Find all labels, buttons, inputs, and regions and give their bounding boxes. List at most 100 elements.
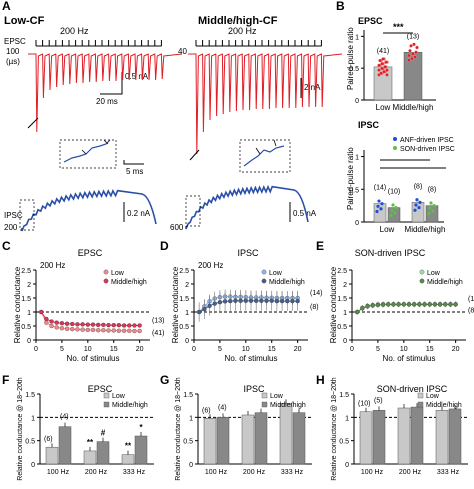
epsc-stim-high-val: 40 <box>178 47 187 56</box>
bar-rect <box>448 408 462 465</box>
bar-significance: ** <box>87 438 94 447</box>
epsc-stim-low-unit: (µs) <box>6 57 20 66</box>
line-point <box>96 322 101 328</box>
bar-rect <box>58 426 72 465</box>
b-epsc-point <box>414 50 418 54</box>
line-point <box>127 328 132 333</box>
b-ipsc-ylabel: Paired-pulse ratio <box>346 147 355 210</box>
line-legend-marker <box>103 278 109 284</box>
bar-x-tick-label: 100 Hz <box>205 469 228 476</box>
b-epsc-point <box>379 71 383 75</box>
line-point <box>417 302 422 307</box>
line-point <box>111 323 116 328</box>
line-point <box>59 326 65 331</box>
b-ipsc-point <box>418 200 422 204</box>
line-y-tick-label: 0 <box>185 338 189 345</box>
b-ipsc-point <box>393 211 397 215</box>
b-epsc-significance: *** <box>393 22 404 32</box>
bar-y-tick-label: 1.5 <box>183 392 193 399</box>
line-series-n: (8) <box>468 307 474 314</box>
line-point <box>80 322 85 327</box>
b-epsc-n: (41) <box>377 48 389 55</box>
epsc-trace-low <box>28 53 183 133</box>
bar-rect <box>410 406 424 465</box>
panel-label-e: E <box>316 239 324 253</box>
line-point <box>85 322 90 327</box>
line-series-n: (10) <box>468 296 474 303</box>
bar-significance: * <box>139 423 143 432</box>
line-point <box>132 328 137 334</box>
line-x-tick-label: 5 <box>376 346 380 353</box>
line-legend-marker <box>261 278 267 284</box>
line-point <box>380 302 386 307</box>
line-y-tick-label: 1.5 <box>179 296 189 303</box>
b-y-tick-label: 0.5 <box>349 187 359 194</box>
bar-rect <box>435 410 449 465</box>
bar-y-tick-label: 0.5 <box>25 439 35 446</box>
line-point <box>228 298 233 304</box>
bar-legend-label: Middle/high <box>270 402 306 409</box>
b-y-tick-label: 0 <box>355 98 359 105</box>
legend-son-text: SON-driven IPSC <box>400 146 455 153</box>
b-ipsc-legend: ANF-driven IPSC SON-driven IPSC <box>393 137 455 153</box>
bar-legend-label: Low <box>270 393 284 400</box>
bar-rect <box>254 412 268 465</box>
bar-x-tick-label: 333 Hz <box>281 469 304 476</box>
inset-trace-high <box>243 145 285 167</box>
line-point <box>222 299 228 304</box>
line-point <box>217 300 223 305</box>
bar-y-tick-label: 1 <box>189 415 193 422</box>
b-epsc-point <box>377 63 381 68</box>
line-point <box>243 298 248 303</box>
b-ipsc-point <box>428 206 432 210</box>
line-point <box>437 302 443 307</box>
line-point <box>127 323 132 328</box>
bar-n-low: (10) <box>358 401 370 408</box>
b-ipsc-point <box>413 208 417 212</box>
line-x-tick-label: 5 <box>218 346 222 353</box>
bar-chart-title: SON-driven IPSC <box>377 384 448 394</box>
line-x-tick-label: 5 <box>60 346 64 353</box>
b-epsc-point <box>385 68 389 72</box>
b-ipsc-point <box>379 207 383 211</box>
bar-y-tick-label: 1 <box>345 415 349 422</box>
line-y-tick-label: 1 <box>185 310 189 317</box>
b-epsc-point <box>407 53 411 58</box>
bar-chart-title: IPSC <box>243 384 265 394</box>
line-point <box>70 326 75 332</box>
inset-frame-low <box>59 139 117 169</box>
line-point <box>207 303 212 308</box>
inset-frame-high <box>239 139 291 173</box>
b-ipsc-point <box>391 203 395 207</box>
line-y-tick-label: 0 <box>343 338 347 345</box>
line-series-n: (13) <box>152 317 164 324</box>
b-ipsc-bar <box>411 202 425 223</box>
bar-rect <box>372 410 386 465</box>
line-y-tick-label: 2 <box>27 282 31 289</box>
line-legend-label: Low <box>269 270 283 277</box>
line-point <box>197 309 202 315</box>
bar-y-tick-label: 0 <box>189 462 193 469</box>
line-y-tick-label: 1 <box>27 310 31 317</box>
bar-n-high: (4) <box>218 404 227 411</box>
b-y-tick-label: 0.5 <box>349 66 359 73</box>
line-ylabel: Relative conductance <box>13 266 22 343</box>
b-epsc-point <box>413 55 417 59</box>
scale-epsc-high-y: 2 nA <box>304 83 321 92</box>
line-y-tick-label: 0.5 <box>179 324 189 331</box>
line-chart-annotation: 200 Hz <box>198 261 223 270</box>
line-ylabel: Relative conductance <box>171 266 180 343</box>
middle-high-cf-title: Middle/high-CF <box>198 15 278 27</box>
b-epsc-xlabel: Low <box>376 103 391 112</box>
line-point <box>360 306 365 311</box>
b-ipsc-n: (14) <box>374 185 386 192</box>
line-point <box>96 328 101 333</box>
bar-n-high: (5) <box>374 397 383 404</box>
panel-b-charts: 0 0.5 1 (41) Low (13) Middle/high 0 0.5 1 (14)(10)… <box>349 30 446 234</box>
line-point <box>116 323 122 328</box>
b-ipsc-point <box>427 211 431 216</box>
b-epsc-point <box>382 69 386 74</box>
bar-y-tick-label: 0 <box>345 462 349 469</box>
bar-rect <box>359 411 373 465</box>
